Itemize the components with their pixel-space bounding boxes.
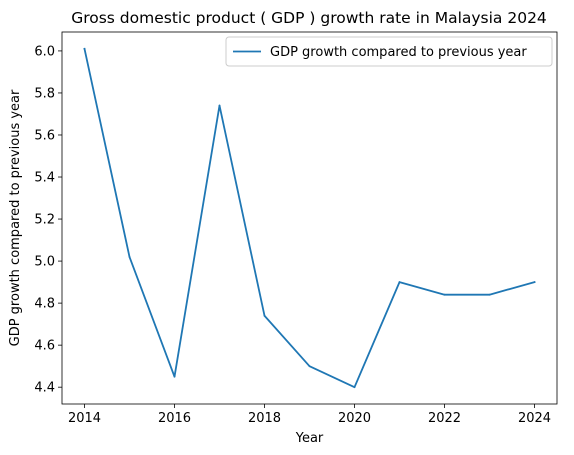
y-tick-label: 4.8	[34, 297, 55, 312]
plot-area: 2014 2016 2018 2020 2022 2024 4.4 4.6 4.8 5.0 5.2 5…	[34, 31, 558, 426]
x-tick-label: 2016	[158, 411, 191, 426]
y-tick-label: 5.4	[34, 171, 55, 186]
data-point	[83, 47, 86, 50]
y-tick-label: 6.0	[34, 44, 55, 59]
data-point	[263, 314, 266, 317]
plot-frame	[61, 31, 558, 405]
x-tick-label: 2018	[248, 411, 281, 426]
data-point	[533, 281, 536, 284]
x-tick-label: 2014	[68, 411, 101, 426]
x-tick-label: 2020	[338, 411, 371, 426]
legend: GDP growth compared to previous year	[225, 36, 553, 67]
x-tick-label: 2024	[518, 411, 551, 426]
data-point	[398, 281, 401, 284]
data-point	[128, 255, 131, 258]
data-point	[443, 293, 446, 296]
y-tick-label: 5.8	[34, 86, 55, 101]
chart-title: Gross domestic product ( GDP ) growth ra…	[71, 9, 547, 27]
data-point	[353, 386, 356, 389]
legend-box	[225, 36, 553, 67]
data-point	[218, 104, 221, 107]
data-point	[488, 293, 491, 296]
y-tick-label: 5.6	[34, 128, 55, 143]
data-point	[308, 365, 311, 368]
y-tick-label: 5.2	[34, 213, 55, 228]
legend-label: GDP growth compared to previous year	[270, 45, 527, 60]
y-tick-label: 4.4	[34, 381, 55, 396]
y-axis-label: GDP growth compared to previous year	[8, 89, 23, 346]
x-tick-label: 2022	[428, 411, 461, 426]
y-tick-label: 4.6	[34, 339, 55, 354]
data-point	[173, 375, 176, 378]
x-axis-label: Year	[295, 431, 324, 446]
y-tick-label: 5.0	[34, 255, 55, 270]
